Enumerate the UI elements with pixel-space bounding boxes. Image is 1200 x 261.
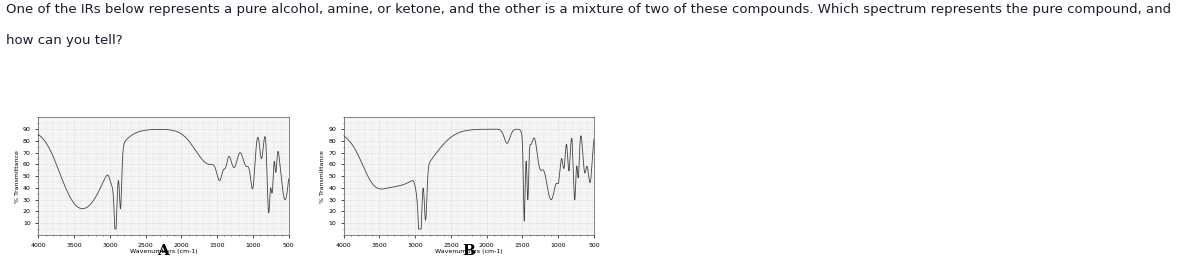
- Text: B: B: [462, 244, 475, 258]
- Text: how can you tell?: how can you tell?: [6, 34, 122, 47]
- Text: One of the IRs below represents a pure alcohol, amine, or ketone, and the other : One of the IRs below represents a pure a…: [6, 3, 1171, 16]
- X-axis label: Wavenumbers (cm-1): Wavenumbers (cm-1): [436, 249, 503, 254]
- Text: A: A: [157, 244, 169, 258]
- Y-axis label: % Transmittance: % Transmittance: [320, 150, 325, 203]
- Y-axis label: % Transmittance: % Transmittance: [16, 150, 20, 203]
- X-axis label: Wavenumbers (cm-1): Wavenumbers (cm-1): [130, 249, 197, 254]
